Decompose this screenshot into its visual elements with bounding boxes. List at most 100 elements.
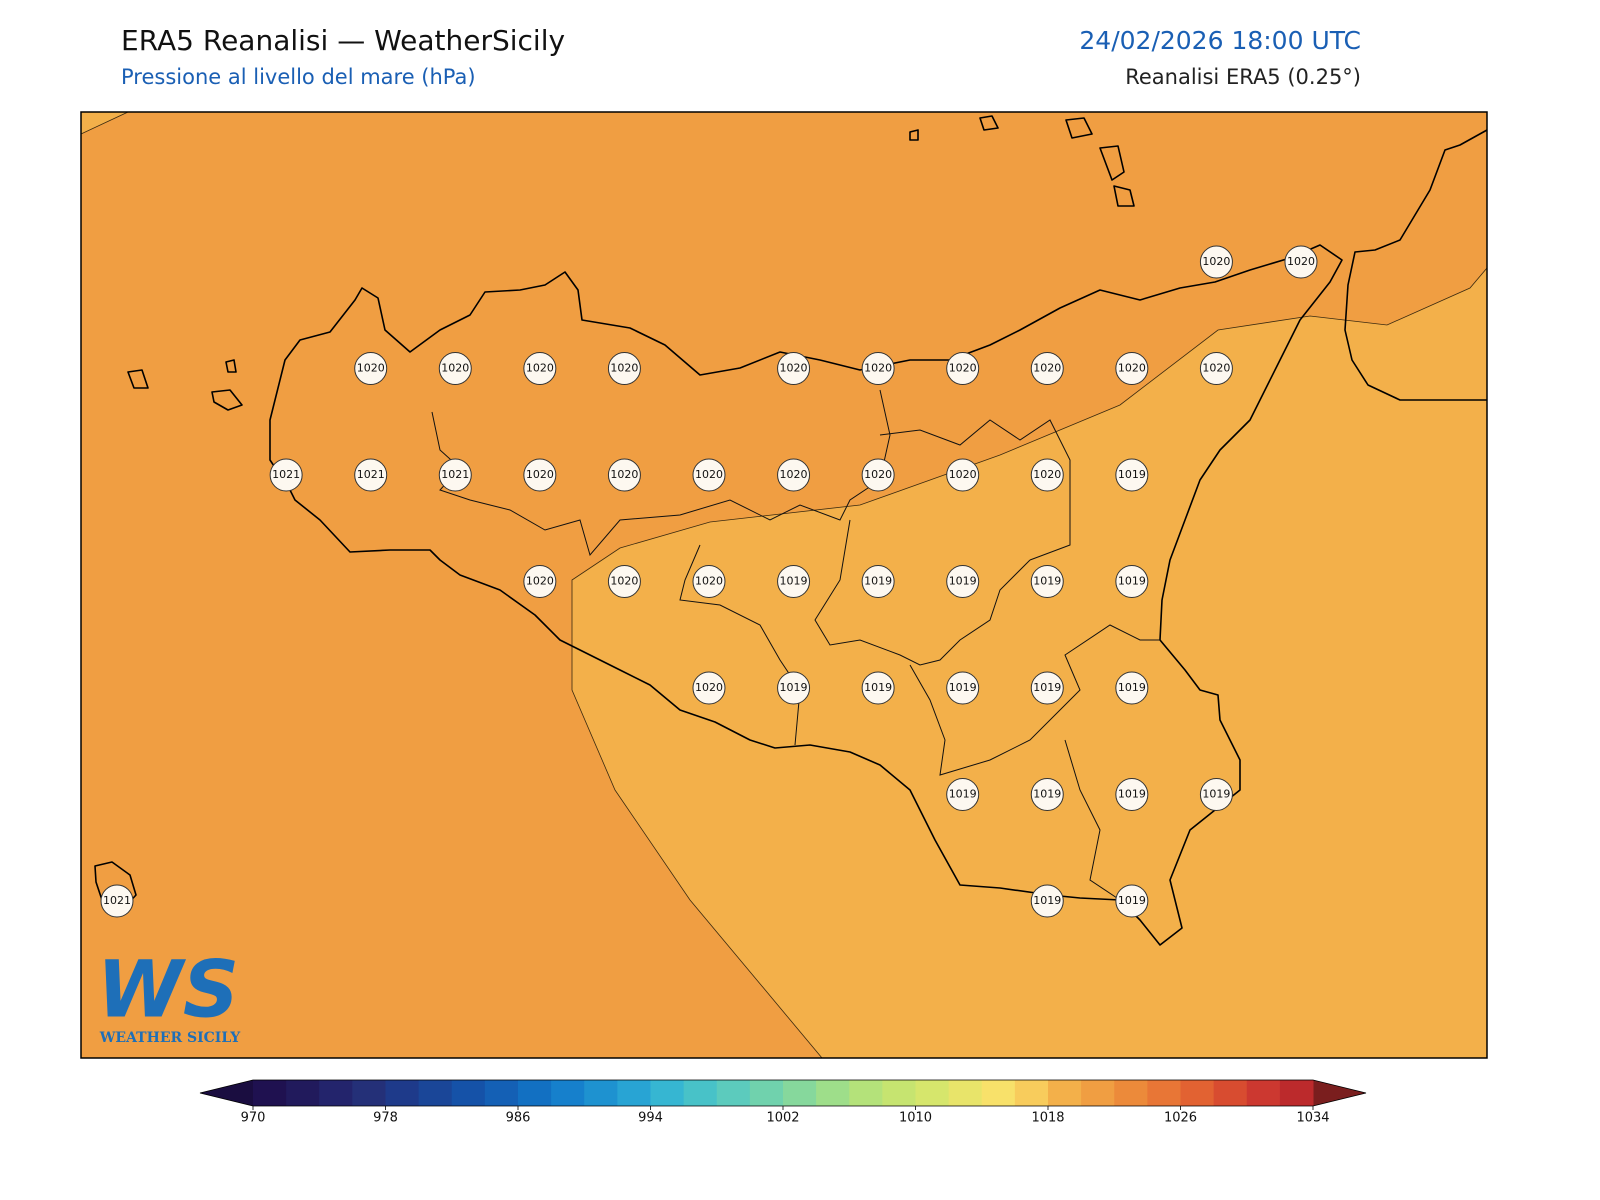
colorbar-bin: [981, 1080, 1016, 1106]
province-border: [431, 389, 1160, 901]
colorbar-bin: [286, 1080, 320, 1106]
station-marker: [100, 884, 134, 918]
logo: WS WEATHER SICILY: [97, 945, 241, 1046]
station-value: 1021: [441, 468, 469, 481]
station-value: 1020: [695, 681, 723, 694]
station-value: 1021: [272, 468, 300, 481]
station-value: 1019: [1202, 788, 1230, 801]
colorbar-bin: [1213, 1080, 1248, 1106]
station-marker: [861, 565, 895, 598]
station-value: 1019: [949, 788, 977, 801]
colorbar-under: [200, 1080, 253, 1106]
map-frame: [80, 111, 1488, 1059]
colorbar-bin: [319, 1080, 353, 1106]
station-marker: [777, 565, 811, 598]
title: ERA5 Reanalisi — WeatherSicily: [121, 24, 565, 57]
coastline: [269, 244, 1343, 946]
colorbar-bin: [518, 1080, 552, 1106]
station-marker: [1115, 671, 1149, 705]
station-marker: [354, 458, 388, 492]
station-value: 1020: [441, 362, 469, 375]
logo-mark: WS: [97, 945, 239, 1035]
station-value: 1019: [1033, 681, 1061, 694]
colorbar-bin: [650, 1080, 685, 1106]
colorbar-bin: [617, 1080, 651, 1106]
station-labels: 1020 1020 1020 1020 1020 1020 1020 1020 1020 1020…: [100, 245, 1318, 918]
colorbar-bin: [484, 1080, 519, 1106]
station-marker: [777, 671, 811, 705]
station-value: 1020: [610, 468, 638, 481]
colorbar-tick-label: 978: [373, 1111, 398, 1126]
station-value: 1020: [1033, 468, 1061, 481]
station-marker: [1030, 352, 1064, 385]
colorbar-bin: [749, 1080, 784, 1106]
station-marker: [269, 458, 303, 492]
station-marker: [777, 458, 811, 492]
station-value: 1020: [949, 362, 977, 375]
station-marker: [1199, 352, 1233, 385]
pressure-zone: [571, 266, 1488, 1059]
colorbar-bin: [1014, 1080, 1049, 1106]
colorbar-bin: [451, 1080, 486, 1106]
station-marker: [861, 352, 895, 385]
source: Reanalisi ERA5 (0.25°): [1125, 65, 1361, 89]
colorbar-bin: [816, 1080, 850, 1106]
station-value: 1020: [610, 362, 638, 375]
colorbar-bin: [551, 1080, 585, 1106]
station-value: 1019: [864, 575, 892, 588]
station-value: 1020: [949, 468, 977, 481]
station-marker: [1199, 245, 1233, 279]
station-value: 1020: [526, 362, 554, 375]
station-value: 1019: [780, 681, 808, 694]
station-marker: [946, 352, 980, 385]
station-value: 1020: [780, 468, 808, 481]
colorbar-bin: [716, 1080, 751, 1106]
station-marker: [946, 458, 980, 492]
station-marker: [1115, 778, 1149, 811]
station-value: 1020: [357, 362, 385, 375]
station-value: 1020: [526, 468, 554, 481]
station-marker: [523, 352, 557, 385]
station-marker: [1030, 671, 1064, 705]
colorbar-bin: [1147, 1080, 1181, 1106]
station-value: 1020: [526, 575, 554, 588]
colorbar-tick-label: 994: [638, 1111, 663, 1126]
colorbar-bin: [352, 1080, 386, 1106]
colorbar-tick-label: 1034: [1296, 1111, 1329, 1126]
station-value: 1020: [864, 362, 892, 375]
station-marker: [861, 671, 895, 705]
colorbar-bin: [1246, 1080, 1281, 1106]
station-value: 1019: [1118, 575, 1146, 588]
station-marker: [946, 671, 980, 705]
station-value: 1020: [695, 468, 723, 481]
station-value: 1020: [1202, 362, 1230, 375]
station-value: 1020: [864, 468, 892, 481]
station-value: 1019: [1118, 468, 1146, 481]
station-value: 1020: [1118, 362, 1146, 375]
station-value: 1019: [1033, 788, 1061, 801]
station-marker: [946, 778, 980, 811]
colorbar-tick-label: 1002: [766, 1111, 799, 1126]
station-marker: [692, 671, 726, 705]
station-value: 1020: [780, 362, 808, 375]
station-marker: [1199, 778, 1233, 811]
station-value: 1019: [780, 575, 808, 588]
station-marker: [1030, 565, 1064, 598]
subtitle: Pressione al livello del mare (hPa): [121, 65, 476, 89]
coastline: [1344, 129, 1488, 401]
station-value: 1019: [949, 681, 977, 694]
station-value: 1020: [1202, 255, 1230, 268]
colorbar-tick-label: 1010: [899, 1111, 932, 1126]
station-marker: [1115, 458, 1149, 492]
station-value: 1020: [1287, 255, 1315, 268]
colorbar-bin: [1180, 1080, 1215, 1106]
station-marker: [438, 458, 472, 492]
station-marker: [777, 352, 811, 385]
station-marker: [607, 352, 641, 385]
station-value: 1020: [1033, 362, 1061, 375]
station-marker: [1115, 565, 1149, 598]
station-value: 1019: [864, 681, 892, 694]
colorbar-bin: [1081, 1080, 1115, 1106]
station-marker: [354, 352, 388, 385]
colorbar-tick-label: 986: [506, 1111, 531, 1126]
